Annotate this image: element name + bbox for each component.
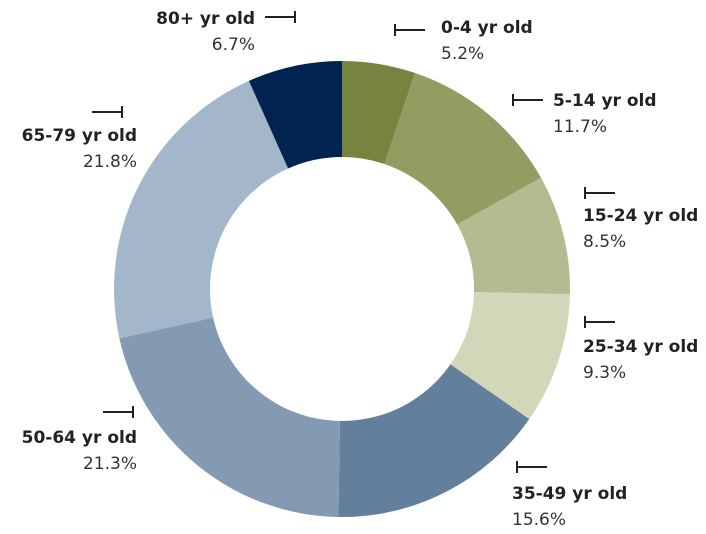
value-label: 6.7% — [212, 35, 255, 55]
category-label: 80+ yr old — [156, 9, 255, 29]
donut-slice — [338, 364, 530, 517]
donut-slice — [113, 80, 289, 339]
value-label: 21.8% — [83, 152, 137, 172]
category-label: 0-4 yr old — [441, 18, 533, 38]
category-label: 50-64 yr old — [22, 428, 137, 448]
value-label: 21.3% — [83, 454, 137, 474]
value-label: 11.7% — [553, 117, 607, 137]
category-label: 35-49 yr old — [512, 484, 627, 504]
category-label: 65-79 yr old — [22, 126, 137, 146]
donut-slice — [450, 292, 570, 420]
donut-slice — [342, 61, 416, 164]
value-label: 8.5% — [583, 232, 626, 252]
donut-slice — [457, 177, 570, 295]
donut-slice — [119, 317, 340, 517]
category-label: 5-14 yr old — [553, 91, 657, 111]
category-label: 25-34 yr old — [583, 337, 698, 357]
value-label: 9.3% — [583, 363, 626, 383]
category-label: 15-24 yr old — [583, 206, 698, 226]
donut-slice — [248, 61, 342, 169]
donut-slice — [384, 73, 541, 225]
value-label: 5.2% — [441, 44, 484, 64]
value-label: 15.6% — [512, 510, 566, 530]
